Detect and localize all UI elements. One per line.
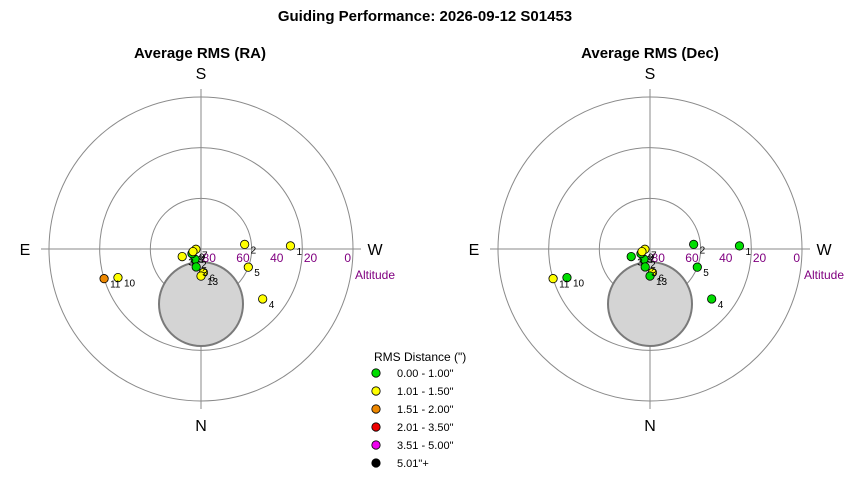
altitude-tick-label: 40 bbox=[270, 251, 284, 265]
data-point-label: 11 bbox=[559, 280, 570, 291]
ra-chart-title: Average RMS (RA) bbox=[134, 45, 266, 62]
data-point bbox=[240, 239, 250, 250]
direction-label-top: S bbox=[196, 66, 207, 83]
direction-label-right: W bbox=[367, 242, 383, 259]
data-point-label: 9 bbox=[199, 253, 205, 264]
data-point-label: 6 bbox=[658, 274, 664, 285]
data-point-label: 7 bbox=[202, 250, 208, 261]
legend-item-label: 5.01"+ bbox=[397, 458, 429, 470]
data-point bbox=[734, 241, 745, 251]
data-point-label: 3 bbox=[188, 258, 194, 269]
data-point bbox=[645, 271, 655, 281]
data-point-label: 7 bbox=[651, 250, 657, 261]
data-point-label: 4 bbox=[269, 300, 275, 311]
data-point-label: 8 bbox=[647, 255, 653, 266]
data-point bbox=[113, 272, 123, 283]
data-point-label: 13 bbox=[656, 277, 668, 288]
altitude-tick-label: 20 bbox=[753, 251, 767, 265]
data-point-label: 3 bbox=[202, 268, 208, 279]
data-point bbox=[640, 262, 650, 272]
altitude-axis-label: Altitude bbox=[355, 268, 395, 282]
legend-item-label: 1.51 - 2.00" bbox=[397, 404, 454, 416]
data-point-label: 6 bbox=[209, 274, 215, 285]
data-point-label: 5 bbox=[703, 268, 709, 279]
obstruction-disc bbox=[158, 261, 244, 347]
altitude-tick-label: 60 bbox=[685, 251, 699, 265]
data-point-label: 2 bbox=[251, 245, 257, 256]
data-point bbox=[196, 271, 206, 281]
data-point-label: 1 bbox=[296, 247, 302, 258]
data-point-label: 2 bbox=[201, 260, 207, 271]
altitude-tick-label: 80 bbox=[652, 251, 666, 265]
data-point-label: 2 bbox=[700, 245, 706, 256]
data-point bbox=[692, 262, 702, 272]
legend-item-label: 1.01 - 1.50" bbox=[397, 386, 454, 398]
data-point bbox=[243, 262, 253, 272]
legend-swatch bbox=[371, 458, 381, 468]
direction-label-bottom: N bbox=[195, 418, 207, 435]
data-point-label: 3 bbox=[651, 268, 657, 279]
data-point bbox=[707, 294, 717, 304]
data-point bbox=[562, 272, 572, 283]
legend-item-label: 0.00 - 1.00" bbox=[397, 368, 454, 380]
data-point bbox=[285, 241, 296, 251]
altitude-tick-label: 60 bbox=[236, 251, 250, 265]
direction-label-left: E bbox=[469, 242, 480, 259]
data-point-label: 11 bbox=[110, 280, 121, 291]
data-point bbox=[258, 294, 268, 304]
data-point bbox=[177, 251, 187, 262]
direction-label-left: E bbox=[20, 242, 31, 259]
altitude-tick-label: 0 bbox=[793, 251, 800, 265]
data-point-label: 3 bbox=[637, 258, 643, 269]
altitude-tick-label: 20 bbox=[304, 251, 318, 265]
direction-label-right: W bbox=[816, 242, 832, 259]
data-point-label: 13 bbox=[207, 277, 219, 288]
direction-label-top: S bbox=[645, 66, 656, 83]
direction-label-bottom: N bbox=[644, 418, 656, 435]
dec-chart-title: Average RMS (Dec) bbox=[581, 45, 719, 62]
data-point-label: 9 bbox=[648, 253, 654, 264]
page-title: Guiding Performance: 2026-09-12 S01453 bbox=[277, 8, 573, 25]
legend-title: RMS Distance (") bbox=[374, 350, 466, 364]
legend-swatch bbox=[371, 404, 381, 414]
data-point bbox=[191, 262, 201, 272]
data-point bbox=[689, 239, 699, 250]
altitude-tick-label: 80 bbox=[203, 251, 217, 265]
obstruction-disc bbox=[607, 261, 693, 347]
data-point-label: 5 bbox=[254, 268, 260, 279]
data-point bbox=[99, 274, 109, 284]
data-point bbox=[637, 247, 647, 257]
data-point-label: 10 bbox=[573, 279, 585, 290]
legend-swatch bbox=[371, 422, 381, 432]
data-point-label: 4 bbox=[718, 300, 724, 311]
data-point-label: 2 bbox=[650, 260, 656, 271]
legend-item-label: 3.51 - 5.00" bbox=[397, 440, 454, 452]
legend-item-label: 2.01 - 3.50" bbox=[397, 422, 454, 434]
altitude-tick-label: 40 bbox=[719, 251, 733, 265]
data-point bbox=[626, 251, 636, 262]
data-point-label: 1 bbox=[745, 247, 751, 258]
data-point bbox=[548, 274, 558, 284]
altitude-axis-label: Altitude bbox=[804, 268, 844, 282]
rms-legend: RMS Distance (") 0.00 - 1.00" 1.01 - 1.50"… bbox=[371, 350, 466, 470]
data-point-label: 8 bbox=[198, 255, 204, 266]
altitude-tick-label: 0 bbox=[344, 251, 351, 265]
legend-swatch bbox=[371, 368, 381, 378]
legend-swatch bbox=[371, 386, 381, 396]
data-point-label: 10 bbox=[124, 279, 136, 290]
legend-swatch bbox=[371, 440, 381, 450]
data-point bbox=[188, 247, 198, 257]
